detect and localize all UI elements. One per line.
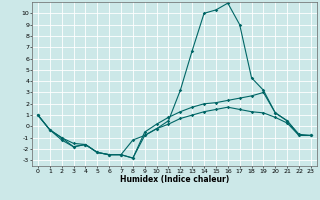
X-axis label: Humidex (Indice chaleur): Humidex (Indice chaleur) [120, 175, 229, 184]
